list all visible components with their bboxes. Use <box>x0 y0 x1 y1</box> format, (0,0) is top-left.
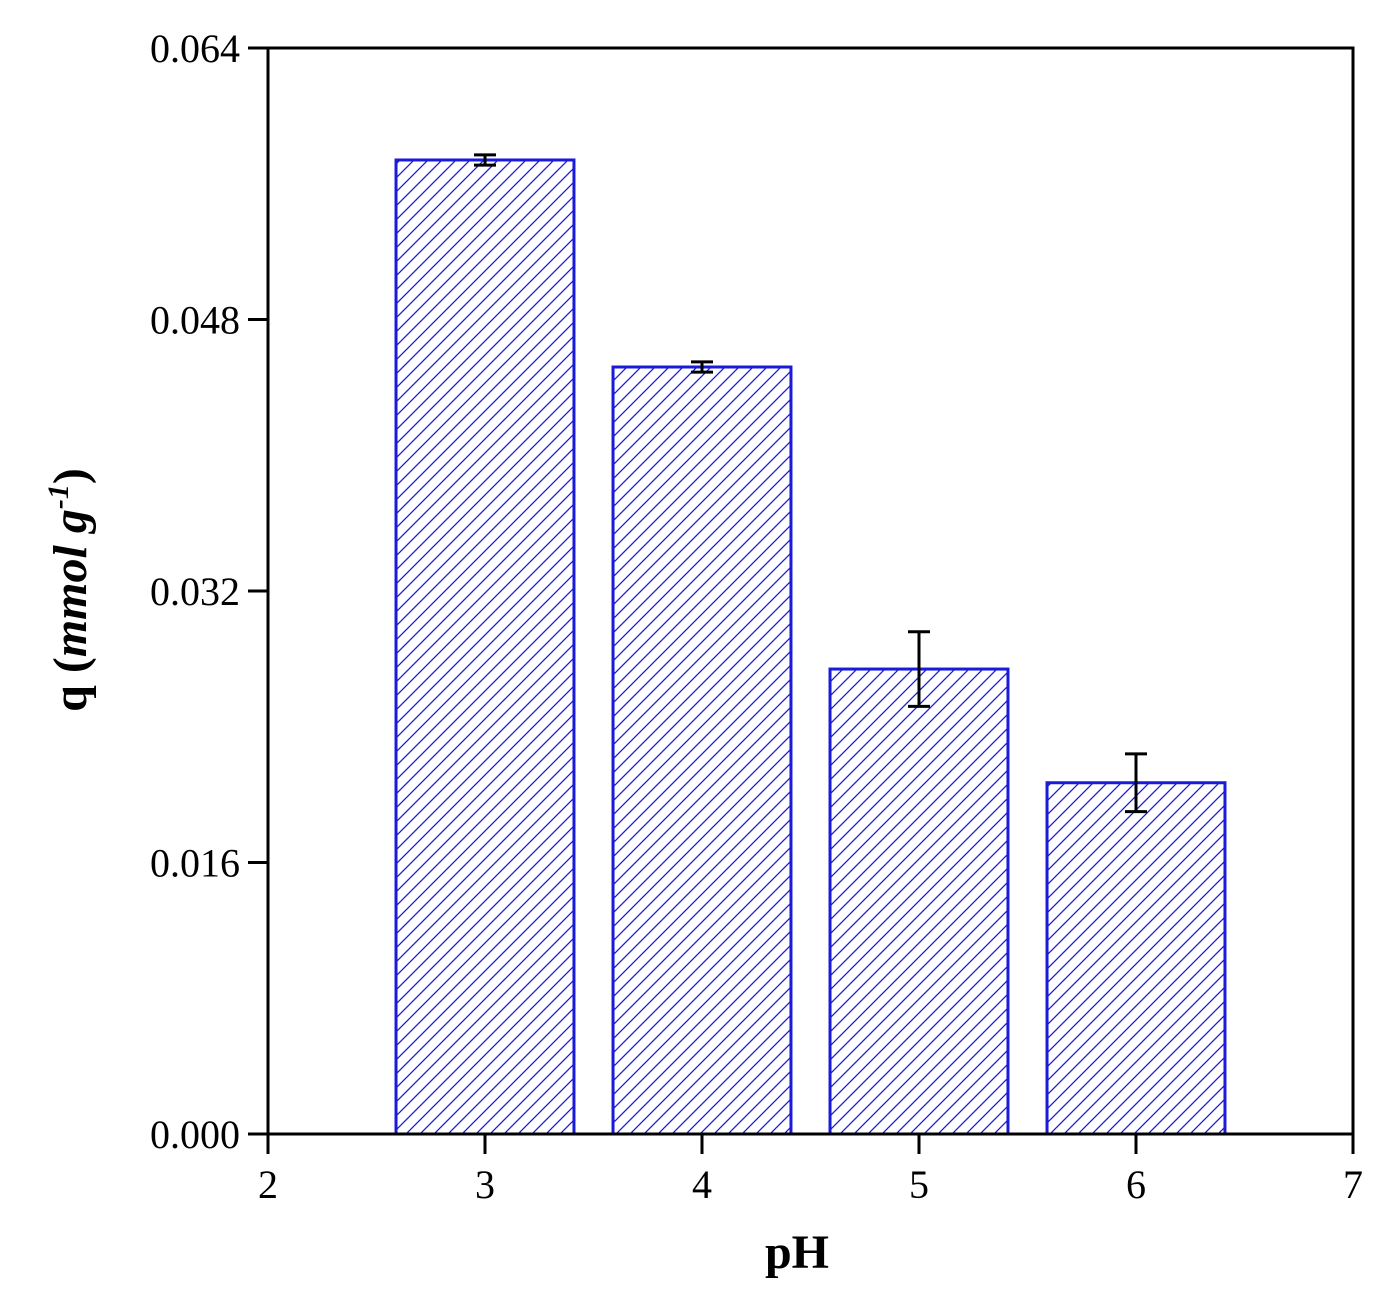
y-tick-label: 0.032 <box>150 569 240 614</box>
y-tick-label: 0.000 <box>150 1112 240 1157</box>
y-axis-title-exponent: -1 <box>42 484 75 509</box>
bar-ph-4 <box>611 365 793 1136</box>
y-axis-title-close: ) <box>44 468 97 484</box>
bar-ph-6 <box>1045 781 1227 1136</box>
error-bar-ph-5 <box>908 630 930 708</box>
y-axis-ticks: 0.000 0.016 0.032 0.048 0.064 <box>150 26 268 1157</box>
y-axis-title-unit: mmol g <box>44 509 97 657</box>
y-axis-title-main: q ( <box>44 657 97 712</box>
y-tick-label: 0.064 <box>150 26 240 71</box>
x-tick-label: 5 <box>909 1162 929 1207</box>
bar-ph-5 <box>828 667 1010 1136</box>
x-tick-label: 6 <box>1126 1162 1146 1207</box>
error-bar-ph-3 <box>474 153 496 167</box>
y-axis-title: q (mmol g-1) <box>42 468 97 712</box>
y-tick-label: 0.048 <box>150 298 240 343</box>
y-tick-label: 0.016 <box>150 841 240 886</box>
x-tick-label: 3 <box>475 1162 495 1207</box>
x-tick-label: 2 <box>258 1162 278 1207</box>
x-axis-title: pH <box>765 1226 829 1279</box>
x-axis-ticks: 2 3 4 5 6 7 <box>258 1134 1363 1207</box>
bars <box>394 158 1227 1136</box>
x-tick-label: 7 <box>1343 1162 1363 1207</box>
error-bars <box>474 153 1147 814</box>
bar-ph-3 <box>394 158 576 1136</box>
error-bar-ph-4 <box>691 360 713 374</box>
x-tick-label: 4 <box>692 1162 712 1207</box>
error-bar-ph-6 <box>1125 752 1147 814</box>
